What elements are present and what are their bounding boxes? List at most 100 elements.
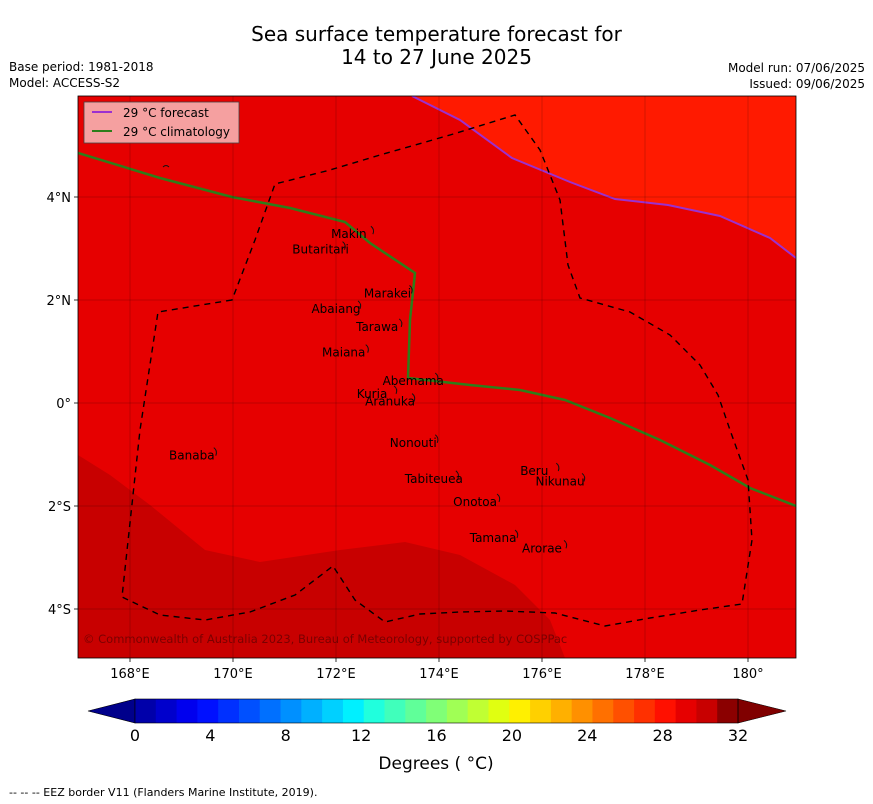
eez-border	[121, 114, 753, 627]
eez-footnote: -- -- -- EEZ border V11 (Flanders Marine…	[9, 786, 318, 799]
colorbar-segment	[675, 699, 697, 723]
colorbar-segment	[530, 699, 552, 723]
island-outline	[514, 529, 519, 539]
island-outline	[357, 300, 362, 310]
place-label-onotoa: Onotoa	[453, 495, 497, 509]
colorbar-segment	[363, 699, 385, 723]
colorbar-min-arrow	[87, 698, 136, 724]
colorbar-segment	[634, 699, 656, 723]
place-label-arorae: Arorae	[522, 541, 562, 555]
colorbar-segment	[218, 699, 240, 723]
colorbar-segment	[488, 699, 510, 723]
colorbar-tick-label: 32	[728, 726, 748, 745]
lat-tick-label: 4°N	[47, 191, 72, 206]
colorbar-segment	[654, 699, 677, 723]
colorbar-segment	[467, 699, 489, 723]
climatology-29c-contour	[78, 151, 796, 508]
map-legend: 29 °C forecast 29 °C climatology	[83, 101, 240, 144]
lat-tick-label: 4°S	[48, 603, 71, 618]
island-outline	[555, 462, 560, 472]
place-label-aranuka: Aranuka	[365, 395, 415, 409]
lon-tick-label: 176°E	[522, 667, 562, 682]
colorbar-segment	[550, 699, 573, 723]
colorbar-segment	[592, 699, 614, 723]
colorbar-tick-label: 4	[205, 726, 215, 745]
legend-climatology-label: 29 °C climatology	[123, 125, 230, 139]
lon-tick-label: 178°E	[625, 667, 665, 682]
island-outline	[434, 434, 439, 443]
colorbar-segment	[571, 699, 593, 723]
colorbar-segment	[155, 699, 177, 723]
island-outline	[581, 473, 586, 482]
colorbar-segment	[613, 699, 635, 723]
place-label-abemama: Abemama	[383, 374, 444, 388]
island-outline	[434, 372, 439, 382]
island-outline	[162, 165, 170, 168]
place-label-nikunau: Nikunau	[535, 474, 584, 488]
island-outline	[365, 344, 369, 353]
colorbar-tick-label: 12	[351, 726, 371, 745]
island-outline	[213, 447, 217, 456]
place-label-kuria: Kuria	[357, 387, 388, 401]
colorbar-tick-label: 24	[577, 726, 597, 745]
colorbar-tick-label: 8	[281, 726, 291, 745]
colorbar-segment	[135, 699, 157, 723]
colorbar-segment	[426, 699, 448, 723]
colorbar-tick-label: 28	[652, 726, 672, 745]
place-label-tabiteuea: Tabiteuea	[404, 472, 463, 486]
colorbar-segment	[238, 699, 261, 723]
base-period: Base period: 1981-2018	[9, 60, 154, 74]
lon-tick-label: 180°	[732, 667, 763, 682]
place-label-nonouti: Nonouti	[390, 436, 437, 450]
copyright-notice: © Commonwealth of Australia 2023, Bureau…	[83, 632, 567, 646]
colorbar-label: Degrees ( °C)	[378, 754, 493, 774]
place-label-maiana: Maiana	[322, 346, 365, 360]
place-label-abaiang: Abaiang	[311, 302, 360, 316]
sst-31-32-region	[78, 455, 565, 658]
colorbar-tick-label: 20	[502, 726, 522, 745]
colorbar-segment	[259, 699, 281, 723]
issued-date: Issued: 09/06/2025	[749, 77, 865, 91]
model-name: Model: ACCESS-S2	[9, 76, 121, 90]
lat-tick-label: 0°	[56, 397, 71, 412]
latitude-ticks: 4°N 2°N 0° 2°S 4°S	[47, 191, 78, 618]
model-run: Model run: 07/06/2025	[727, 61, 865, 75]
island-shapes	[162, 165, 586, 549]
forecast-29c-contour	[411, 96, 796, 259]
island-outline	[455, 470, 460, 480]
island-outline	[398, 318, 403, 328]
colorbar-tick-label: 16	[426, 726, 446, 745]
island-outline	[409, 285, 413, 294]
place-label-tarawa: Tarawa	[355, 320, 398, 334]
colorbar-segment	[342, 699, 365, 723]
island-outline	[393, 385, 398, 395]
colorbar-segment	[384, 699, 406, 723]
place-labels: Makin Butaritari Marakei Abaiang Tarawa Maian…	[169, 227, 585, 555]
colorbar-segment	[405, 699, 427, 723]
colorbar-ticks: 0 4 8 12 16 20 24 28 32	[130, 726, 748, 745]
island-outline	[370, 225, 375, 235]
island-outline	[342, 241, 346, 250]
island-outline	[563, 539, 568, 549]
island-outline	[496, 493, 501, 503]
place-label-tamana: Tamana	[469, 531, 517, 545]
sst-30-31-region	[412, 96, 796, 258]
island-outline	[411, 393, 416, 402]
colorbar-frame	[134, 698, 739, 724]
lon-tick-label: 170°E	[213, 667, 253, 682]
lon-tick-label: 174°E	[419, 667, 459, 682]
colorbar-segment	[446, 699, 469, 723]
colorbar-segment	[301, 699, 323, 723]
place-label-banaba: Banaba	[169, 449, 215, 463]
lon-tick-label: 168°E	[110, 667, 150, 682]
colorbar-segment	[197, 699, 219, 723]
colorbar-segment	[322, 699, 344, 723]
colorbar-segment	[280, 699, 302, 723]
colorbar-segment	[696, 699, 718, 723]
graticule	[78, 96, 796, 658]
longitude-ticks: 168°E 170°E 172°E 174°E 176°E 178°E 180°	[110, 658, 764, 682]
colorbar-segment	[509, 699, 531, 723]
place-label-marakei: Marakei	[364, 286, 411, 300]
title-line-1: Sea surface temperature forecast for	[251, 22, 622, 46]
map-frame	[77, 95, 797, 659]
